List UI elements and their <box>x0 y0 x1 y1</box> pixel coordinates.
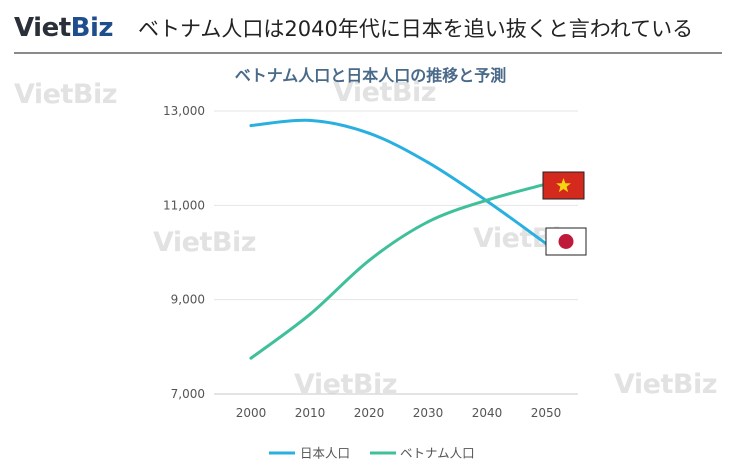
vietbiz-logo[interactable]: VietBiz <box>14 12 114 44</box>
watermark: VietBiz <box>153 227 256 258</box>
x-tick-label: 2020 <box>354 406 385 420</box>
vietnam-flag <box>542 171 585 200</box>
x-tick-label: 2040 <box>472 406 503 420</box>
header: VietBiz ベトナム人口は2040年代に日本を追い抜くと言われている <box>0 0 741 56</box>
legend-label-vietnam: ベトナム人口 <box>400 446 475 461</box>
logo-viet: Viet <box>14 13 71 43</box>
japan-data-point <box>249 124 253 128</box>
y-tick-label: 7,000 <box>171 387 205 401</box>
japan-data-point <box>308 118 312 122</box>
legend: 日本人口 ベトナム人口 <box>269 446 475 461</box>
vietnam-data-point <box>367 259 371 263</box>
watermark: VietBiz <box>14 79 117 110</box>
y-axis-ticks: 7,000 9,000 11,000 13,000 <box>163 104 205 401</box>
japan-data-point <box>367 131 371 135</box>
series-lines <box>249 118 548 360</box>
star-icon <box>556 178 571 193</box>
chart-title: ベトナム人口と日本人口の推移と予測 <box>234 66 507 85</box>
y-tick-label: 9,000 <box>171 293 205 307</box>
x-tick-label: 2010 <box>295 406 326 420</box>
grid-lines <box>214 110 578 395</box>
x-axis-ticks: 2000 2010 2020 2030 2040 2050 <box>236 406 562 420</box>
x-tick-label: 2030 <box>413 406 444 420</box>
y-tick-label: 11,000 <box>163 198 205 212</box>
vietnam-data-point <box>308 312 312 316</box>
logo-biz: Biz <box>70 13 114 43</box>
vietnam-data-point <box>426 220 430 224</box>
vietnam-data-point <box>485 198 489 202</box>
red-disc-icon <box>558 234 574 249</box>
y-tick-label: 13,000 <box>163 104 205 118</box>
japan-data-point <box>426 160 430 164</box>
vietnam-data-point <box>249 356 253 360</box>
watermark: VietBiz <box>614 369 717 400</box>
legend-label-japan: 日本人口 <box>300 446 350 461</box>
japan-flag <box>545 227 587 256</box>
watermark: VietBiz <box>333 77 436 108</box>
header-divider <box>14 52 722 54</box>
japan-population-line <box>249 118 548 246</box>
page-headline: ベトナム人口は2040年代に日本を追い抜くと言われている <box>138 17 694 41</box>
x-tick-label: 2000 <box>236 406 267 420</box>
x-tick-label: 2050 <box>531 406 562 420</box>
